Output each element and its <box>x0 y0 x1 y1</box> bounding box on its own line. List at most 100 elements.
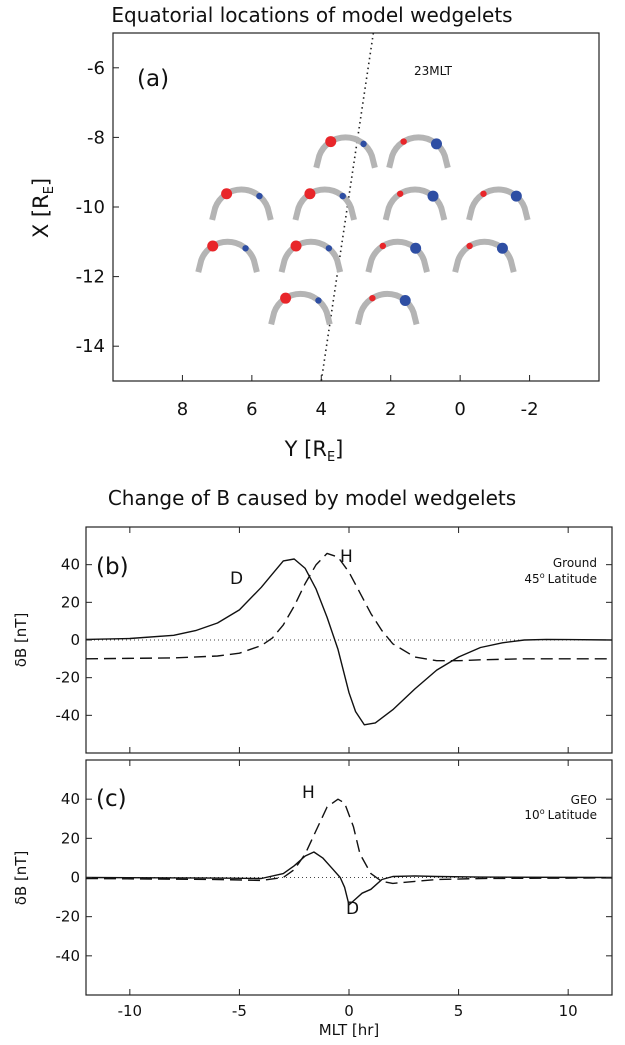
panelC-y-tick-label: 40 <box>61 790 80 808</box>
wedgelet <box>355 290 420 326</box>
panel-a-ylabel-sub: E <box>42 186 57 194</box>
panel-a-y-tick-label: -14 <box>76 336 105 357</box>
wedgelet-red-dot <box>325 136 337 148</box>
panel-a-x-tick-label: 8 <box>177 399 188 420</box>
wedgelet <box>365 238 430 273</box>
panelB-series-d <box>85 558 613 726</box>
wedgelet <box>278 238 344 273</box>
wedgelet-blue-dot <box>339 192 346 200</box>
wedgelet <box>386 134 451 169</box>
panel-a-y-tick-label: -12 <box>76 267 105 288</box>
wedgelet-red-dot <box>221 188 233 200</box>
wedgelet <box>313 134 378 169</box>
panelC-y-tick-label: 20 <box>61 829 80 847</box>
wedgelet-arc <box>452 238 517 273</box>
panel-b-label-d: D <box>230 569 243 589</box>
panel-a-y-ticks: -6 -8 -10 -12 -14 <box>76 58 119 357</box>
wedgelet-red-dot <box>396 190 404 197</box>
panel-c-annotation-line1: GEO <box>571 793 597 807</box>
wedgelet-arc <box>313 134 378 169</box>
wedgelet-red-dot <box>290 240 302 252</box>
panelC-y-tick-label: 0 <box>70 869 80 887</box>
wedgelet-red-dot <box>304 188 316 200</box>
panel-c-content <box>85 798 613 906</box>
wedgelet-blue-dot <box>510 190 522 202</box>
panelC-series-d <box>85 851 613 906</box>
panel-c-annotation-line2: 10o Latitude <box>524 807 597 822</box>
mlt-line-label: 23MLT <box>414 64 453 78</box>
wedgelet-arc <box>195 238 260 273</box>
panel-a-y-tick-label: -10 <box>76 197 105 218</box>
wedgelet-red-dot <box>480 190 487 197</box>
panel-a-ylabel-main: X [R <box>29 194 53 238</box>
wedgelet-blue-dot <box>242 245 249 252</box>
wedgelet-blue-dot <box>410 242 422 254</box>
wedgelet-arc <box>209 186 274 221</box>
panel-c-ylabel: δB [nT] <box>12 851 30 906</box>
wedgelet-arc <box>292 186 357 221</box>
panelB-series-h <box>85 552 612 662</box>
panel-a-title: Equatorial locations of model wedgelets <box>111 3 512 27</box>
panel-a-ylabel: X [RE] <box>29 178 57 238</box>
panel-c-label: (c) <box>96 786 127 812</box>
panel-a-y-tick-label: -8 <box>87 127 105 148</box>
panel-a-xlabel: Y [RE] <box>284 437 344 465</box>
wedgelet <box>268 290 333 326</box>
mlt-23-line <box>320 32 375 382</box>
wedgelet-blue-dot <box>399 294 411 306</box>
wedgelet-arc <box>278 238 344 273</box>
wedgelet <box>466 186 531 221</box>
panel-a-x-tick-label: 0 <box>454 399 465 420</box>
wedgelet-red-dot <box>369 294 376 302</box>
wedgelet-arc <box>466 186 531 221</box>
panel-b-label: (b) <box>96 554 129 580</box>
panelC-x-tick-label: -10 <box>118 1002 143 1020</box>
panel-a-x-tick-label: -2 <box>521 399 539 420</box>
panel-a: 8 6 4 2 0 -2 -6-8-10-12-14 (a) 23MLT Y [RE] X… <box>29 32 600 465</box>
panel-a-xlabel-sub: E <box>327 450 335 465</box>
wedgelet-arc <box>365 238 430 273</box>
panel-c-label-d: D <box>346 899 359 919</box>
panelC-x-tick-label: 0 <box>344 1002 354 1020</box>
panel-a-x-tick-label: 2 <box>385 399 396 420</box>
panelC-x-tick-label: -5 <box>232 1002 247 1020</box>
wedgelet <box>382 186 448 221</box>
wedgelet-arc <box>386 134 451 169</box>
panel-b-lat-word: Latitude <box>548 572 597 586</box>
wedgelet-arc <box>268 290 333 326</box>
panel-c-y-ticks: 40 20 0 -20 -40 <box>56 790 612 965</box>
wedgelet <box>195 238 260 273</box>
wedgelet-blue-dot <box>315 297 322 304</box>
panelC-y-tick-label: -40 <box>56 947 81 965</box>
panelB-y-tick-label: 40 <box>61 556 80 574</box>
wedgelet-arc <box>382 186 448 221</box>
panel-b-label-h: H <box>340 547 353 567</box>
panelB-y-tick-label: -40 <box>56 706 81 724</box>
wedgelet-red-dot <box>400 138 407 145</box>
panel-b-annotation-line2: 45o Latitude <box>524 571 597 586</box>
panel-c-x-ticks: -10 -5 0 5 10 <box>118 760 578 1020</box>
wedgelet-blue-dot <box>256 192 263 200</box>
wedgelet <box>452 238 517 273</box>
panel-a-xlabel-main: Y [R <box>284 437 327 461</box>
panel-b-y-ticks: 40 20 0 -20 -40 <box>56 556 612 724</box>
panel-a-y-tick-label: -6 <box>87 58 105 79</box>
panel-b-content <box>85 552 613 726</box>
wedgelet <box>209 186 274 221</box>
panel-b-title: Change of B caused by model wedgelets <box>108 486 516 510</box>
panel-b-lat-num: 45 <box>524 572 539 586</box>
panelC-x-tick-label: 5 <box>454 1002 464 1020</box>
panel-a-content <box>195 32 531 382</box>
panel-b-lat-deg: o <box>540 571 545 580</box>
wedgelet-red-dot <box>466 242 473 250</box>
panel-a-x-tick-label: 4 <box>316 399 327 420</box>
panel-c-lat-deg: o <box>540 807 545 816</box>
wedgelet-blue-dot <box>496 242 508 254</box>
wedgelet-red-dot <box>280 292 292 304</box>
panel-a-ylabel-end: ] <box>29 178 53 186</box>
panel-a-x-tick-label: 6 <box>246 399 257 420</box>
wedgelet-arc <box>355 290 420 326</box>
panelB-y-tick-label: 0 <box>70 631 80 649</box>
